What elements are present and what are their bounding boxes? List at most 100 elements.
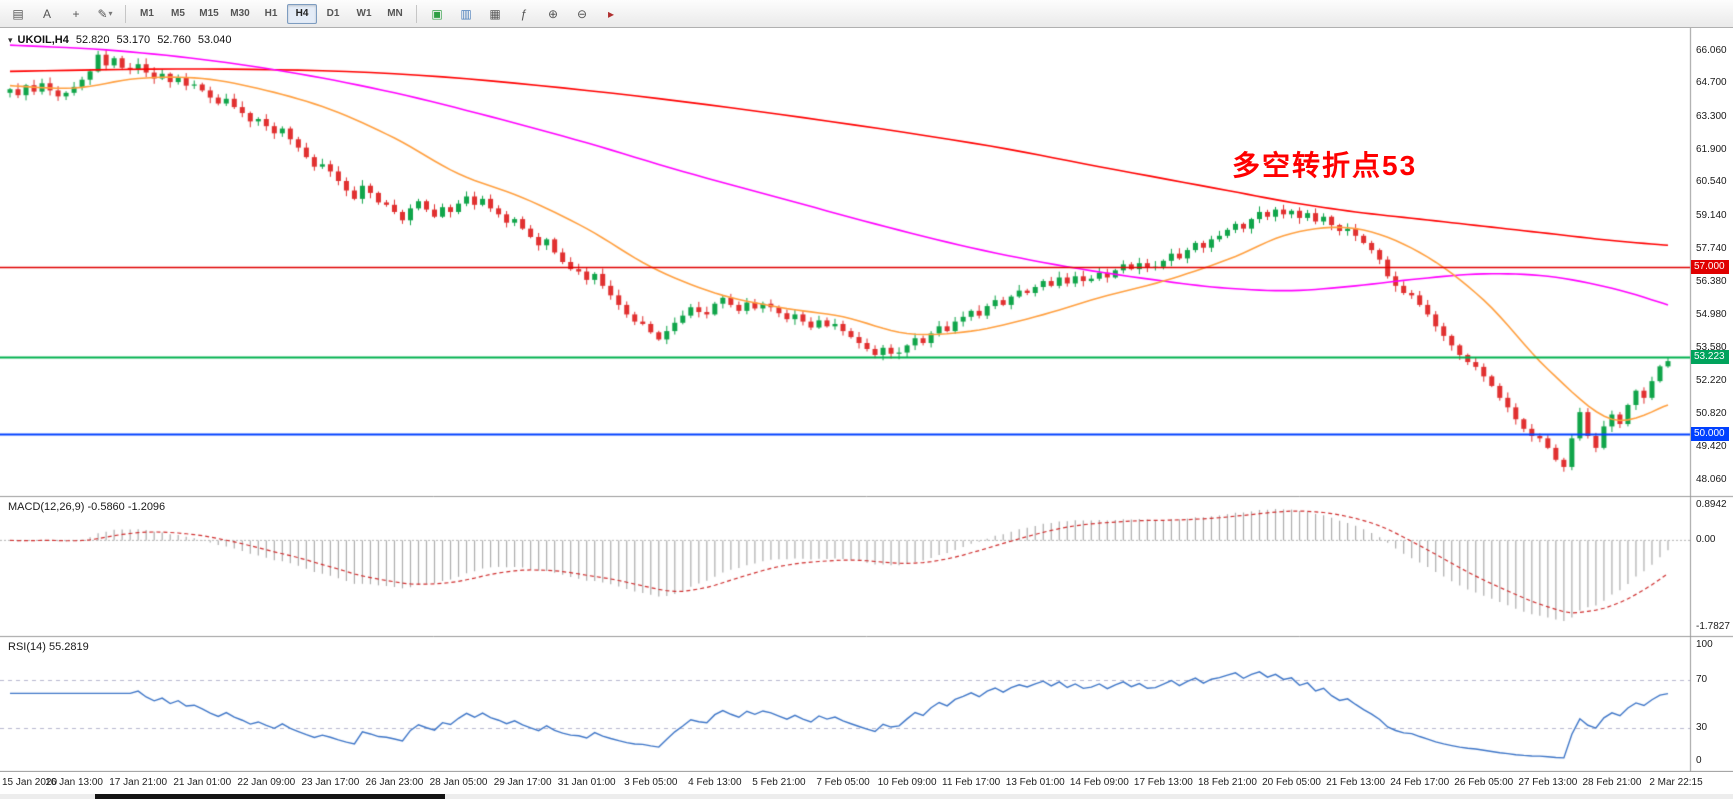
indicators-icon[interactable]: ƒ bbox=[520, 6, 528, 21]
text-label-icon[interactable]: A bbox=[33, 3, 61, 25]
time-axis-label: 26 Jan 23:00 bbox=[365, 777, 424, 788]
timeframe-button-h1[interactable]: H1 bbox=[264, 8, 278, 19]
timeframe-button-m1[interactable]: M1 bbox=[140, 8, 154, 19]
macd-axis-label: -1.7827 bbox=[1696, 621, 1730, 632]
time-axis-label: 13 Feb 01:00 bbox=[1005, 777, 1065, 788]
time-axis-label: 4 Feb 13:00 bbox=[688, 777, 742, 788]
time-axis-label: 24 Feb 17:00 bbox=[1390, 777, 1450, 788]
price-axis-label: 64.700 bbox=[1696, 77, 1727, 89]
time-axis-label: 27 Feb 13:00 bbox=[1518, 777, 1578, 788]
dropdown-arrow-icon[interactable]: ▾ bbox=[108, 9, 113, 18]
macd-axis-label: 0.00 bbox=[1696, 534, 1716, 546]
time-axis-label: 29 Jan 17:00 bbox=[493, 777, 552, 788]
crosshair-icon: + bbox=[72, 6, 80, 21]
rsi-axis-label: 70 bbox=[1696, 674, 1708, 685]
time-axis-label: 11 Feb 17:00 bbox=[942, 777, 1001, 788]
charts-panel-icon: ▤ bbox=[12, 6, 24, 21]
chart-mode-icon[interactable]: ▥ bbox=[460, 6, 472, 21]
time-axis-label: 23 Jan 17:00 bbox=[301, 777, 360, 788]
timeframe-button-m15[interactable]: M15 bbox=[199, 8, 219, 19]
rsi-axis-label: 100 bbox=[1696, 639, 1713, 650]
toolbar-separator bbox=[125, 4, 126, 23]
ohlc-close: 53.040 bbox=[197, 34, 232, 46]
zoom-in-icon[interactable]: ⊕ bbox=[547, 6, 559, 21]
draw-tools-icon[interactable]: ✎ ▾ bbox=[91, 3, 119, 25]
price-axis-label: 50.820 bbox=[1696, 408, 1727, 420]
price-axis-label: 66.060 bbox=[1696, 44, 1727, 56]
price-axis-label: 52.220 bbox=[1696, 374, 1727, 386]
time-axis-label: 2 Mar 22:15 bbox=[1649, 777, 1703, 788]
bottom-strip bbox=[0, 794, 1733, 799]
charts-panel-icon[interactable]: ▤ bbox=[4, 3, 32, 25]
macd-indicator-label: MACD(12,26,9) -0.5860 -1.2096 bbox=[8, 501, 165, 513]
price-tag-53.223: 53.223 bbox=[1691, 349, 1729, 364]
time-axis[interactable]: 15 Jan 2020 16 Jan 13:00 17 Jan 21:00 21 Ja… bbox=[0, 772, 1733, 794]
time-axis-label: 28 Jan 05:00 bbox=[429, 777, 488, 788]
rsi-axis-label: 30 bbox=[1696, 722, 1708, 733]
rsi-name: RSI(14) bbox=[8, 641, 46, 653]
price-axis-label: 61.900 bbox=[1696, 144, 1727, 155]
toolbar: ▤ A + ✎ ▾ M1 M5 M15 M30 H1 H4 D1 W1 MN ▣ ▥ ▦ ƒ ⊕ ⊖ ▸ bbox=[0, 0, 1733, 28]
taskbar-fragment bbox=[95, 794, 445, 799]
time-axis-label: 21 Jan 01:00 bbox=[173, 777, 232, 788]
time-axis-label: 22 Jan 09:00 bbox=[237, 777, 296, 788]
toolbar-right-group: ▣ ▥ ▦ ƒ ⊕ ⊖ ▸ bbox=[423, 3, 625, 25]
collapse-chart-icon[interactable]: ▾ bbox=[8, 34, 13, 45]
time-axis-label: 28 Feb 21:00 bbox=[1582, 777, 1642, 788]
rsi-indicator-label: RSI(14) 55.2819 bbox=[8, 641, 89, 653]
time-axis-label: 5 Feb 21:00 bbox=[752, 777, 806, 788]
price-chart-canvas[interactable] bbox=[0, 28, 1733, 772]
price-axis-label: 63.300 bbox=[1696, 110, 1727, 122]
timeframe-button-w1[interactable]: W1 bbox=[356, 8, 372, 19]
time-axis-label: 14 Feb 09:00 bbox=[1069, 777, 1129, 788]
zoom-out-icon[interactable]: ⊖ bbox=[576, 6, 588, 21]
chart-symbol-label: UKOIL,H4 bbox=[17, 34, 69, 46]
time-axis-label: 31 Jan 01:00 bbox=[557, 777, 616, 788]
auto-scroll-icon[interactable]: ▸ bbox=[607, 6, 615, 21]
text-label-icon: A bbox=[42, 6, 51, 21]
price-tag-50.000: 50.000 bbox=[1691, 426, 1729, 441]
macd-axis-label: 0.8942 bbox=[1696, 499, 1727, 510]
timeframe-button-h4[interactable]: H4 bbox=[287, 3, 317, 24]
time-axis-label: 26 Feb 05:00 bbox=[1454, 777, 1514, 788]
time-axis-label: 10 Feb 09:00 bbox=[877, 777, 937, 788]
time-axis-label: 16 Jan 13:00 bbox=[45, 777, 103, 788]
macd-main-value: -0.5860 bbox=[87, 501, 125, 513]
chart-title: ▾ UKOIL,H4 52.820 53.170 52.760 53.040 bbox=[8, 34, 232, 46]
chart-area: ▾ UKOIL,H4 52.820 53.170 52.760 53.040 多… bbox=[0, 28, 1733, 794]
crosshair-icon[interactable]: + bbox=[62, 3, 90, 25]
price-axis-label: 53.580 bbox=[1696, 342, 1727, 354]
ohlc-open: 52.820 bbox=[75, 34, 110, 46]
rsi-axis-label: 0 bbox=[1696, 755, 1702, 766]
time-axis-label: 15 Jan 2020 bbox=[2, 777, 58, 788]
timeframe-group: M1 M5 M15 M30 H1 H4 D1 W1 MN bbox=[132, 3, 410, 24]
timeframe-button-d1[interactable]: D1 bbox=[326, 8, 340, 19]
toolbar-separator bbox=[416, 4, 417, 23]
toolbar-left-group: ▤ A + ✎ ▾ bbox=[4, 3, 119, 25]
timeframe-button-mn[interactable]: MN bbox=[387, 8, 403, 19]
ohlc-low: 52.760 bbox=[157, 34, 191, 46]
timeframe-button-m30[interactable]: M30 bbox=[230, 8, 250, 19]
tile-windows-icon[interactable]: ▦ bbox=[489, 6, 501, 21]
price-axis-label: 57.740 bbox=[1696, 243, 1727, 255]
price-axis-label: 60.540 bbox=[1696, 176, 1727, 188]
draw-tools-icon: ✎ bbox=[97, 6, 108, 21]
price-axis-label: 59.140 bbox=[1696, 209, 1727, 221]
ohlc-high: 53.170 bbox=[116, 34, 151, 46]
timeframe-button-m5[interactable]: M5 bbox=[171, 8, 185, 19]
macd-signal-value: -1.2096 bbox=[127, 501, 166, 513]
price-axis-label: 56.380 bbox=[1696, 275, 1727, 287]
time-axis-label: 21 Feb 13:00 bbox=[1326, 777, 1386, 788]
price-axis-label: 49.420 bbox=[1696, 441, 1727, 453]
time-axis-label: 17 Feb 13:00 bbox=[1133, 777, 1193, 788]
price-axis-label: 54.980 bbox=[1696, 308, 1727, 320]
time-axis-label: 18 Feb 21:00 bbox=[1197, 777, 1257, 788]
price-tag-57.000: 57.000 bbox=[1691, 259, 1729, 274]
time-axis-label: 3 Feb 05:00 bbox=[624, 777, 678, 788]
new-chart-icon[interactable]: ▣ bbox=[431, 6, 443, 21]
time-axis-label: 17 Jan 21:00 bbox=[109, 777, 168, 788]
time-axis-label: 7 Feb 05:00 bbox=[816, 777, 870, 788]
price-axis-label: 48.060 bbox=[1696, 473, 1727, 485]
rsi-value: 55.2819 bbox=[48, 641, 89, 653]
